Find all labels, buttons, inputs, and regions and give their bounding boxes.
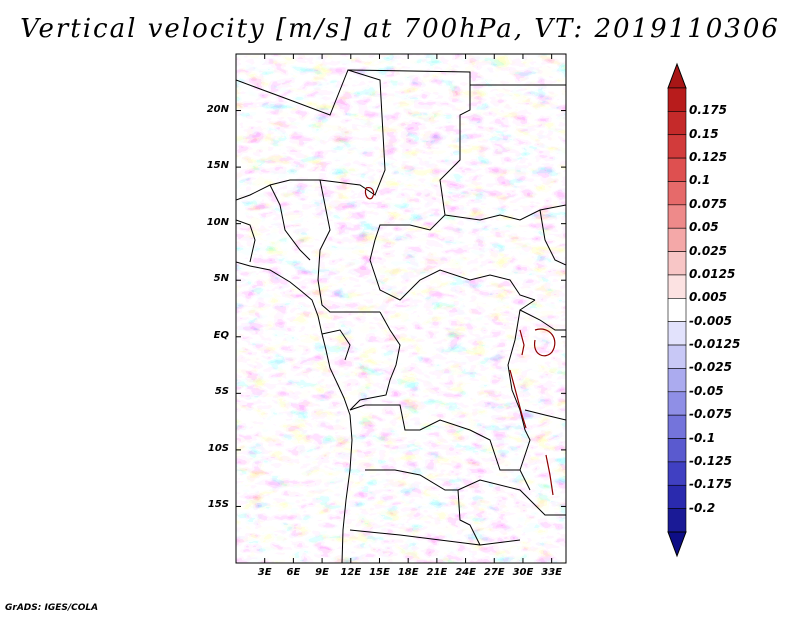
lon-label: 6E [286,567,301,578]
border-tanzania [524,409,566,421]
lon-label: 9E [315,567,329,578]
border-sudan [444,204,566,221]
colorbar-label: 0.1 [689,173,711,188]
lon-label: 21E [426,567,448,578]
colorbar-segment [667,344,687,369]
lake-albert [519,329,525,356]
colorbar-segment [667,87,687,112]
colorbar-label: 0.025 [689,243,727,258]
coastline-west [236,261,353,563]
colorbar-label: 0.0125 [689,266,736,281]
colorbar-label: 0.075 [689,196,727,211]
border-drc-south [349,404,531,491]
longitude-ticks [264,54,553,563]
border-cameroon [317,179,380,313]
colorbar-label: -0.2 [689,500,716,515]
colorbar-segment [667,204,687,229]
colorbar-segment [667,111,687,136]
border-uganda-kenya [519,309,566,331]
colorbar-segment [667,484,687,509]
colorbar-segment [667,391,687,416]
map-title: Vertical velocity [m/s] at 700hPa, VT: 2… [20,14,780,44]
colorbar-segment [667,181,687,206]
colorbar-label: -0.025 [689,360,732,375]
lat-label: 20N [206,103,229,115]
map-frame [235,53,567,564]
colorbar-label: 0.15 [689,126,719,141]
border-cameroon-nigeria [269,184,311,261]
colorbar-label: 0.125 [689,150,727,165]
country-borders [236,69,566,563]
border-west [236,219,256,263]
lat-label: 5N [213,273,229,285]
border-drc-east [507,299,536,471]
colorbar-segment [667,298,687,322]
colorbar-segment [667,227,687,252]
lon-label: 15E [369,567,390,578]
colorbar-segment [667,274,687,299]
colorbar-segment [667,251,687,276]
colorbar-bottom-arrow [667,531,687,558]
lat-label: 15S [207,499,229,511]
border-ethiopia [539,209,566,266]
lon-label: 12E [340,567,362,578]
colorbar-label: -0.075 [689,407,732,422]
colorbar-segment [667,508,687,533]
colorbar-label: -0.1 [689,430,716,445]
footer-credit: GrADS: IGES/COLA [5,603,99,613]
lon-label: 18E [397,567,419,578]
colorbar-segment [667,438,687,463]
border-chad-car [369,239,536,301]
colorbar-segment [667,368,687,393]
colorbar-segment [667,461,687,486]
colorbar-label: 0.05 [689,220,719,235]
lat-label: 5S [214,386,229,398]
colorbar-label: -0.125 [689,453,732,468]
lake-tanganyika [509,369,527,429]
lat-label: EQ [213,329,229,341]
colorbar-label: -0.005 [689,313,732,328]
colorbar-segment [667,321,687,346]
lon-label: 27E [483,567,505,578]
lat-label: 10N [206,216,229,228]
border-congo [349,311,401,411]
border-namibia [349,529,521,546]
velocity-field [236,54,566,563]
lat-label: 15N [206,160,229,172]
lakes [364,187,556,496]
colorbar-label: -0.0125 [689,337,741,352]
lake-chad [364,187,375,200]
colorbar-segment [667,157,687,182]
border-libya-chad [347,69,471,241]
lon-label: 33E [541,567,563,578]
colorbar-label: 0.175 [689,103,727,118]
colorbar-top-arrow [667,62,687,89]
border-angola [365,469,481,546]
lake-malawi [545,454,554,496]
lon-label: 24E [455,567,476,578]
border-zambia [457,479,566,516]
latitude-ticks [236,110,566,507]
colorbar [667,62,687,558]
colorbar-segment [667,414,687,439]
colorbar-label: -0.175 [689,477,732,492]
colorbar-label: -0.05 [689,383,724,398]
lon-label: 3E [257,567,272,578]
lat-label: 10S [207,442,229,454]
colorbar-segment [667,134,687,159]
lake-victoria [533,328,556,357]
lon-label: 30E [512,567,534,578]
border-gabon [321,329,351,361]
colorbar-label: 0.005 [689,290,727,305]
